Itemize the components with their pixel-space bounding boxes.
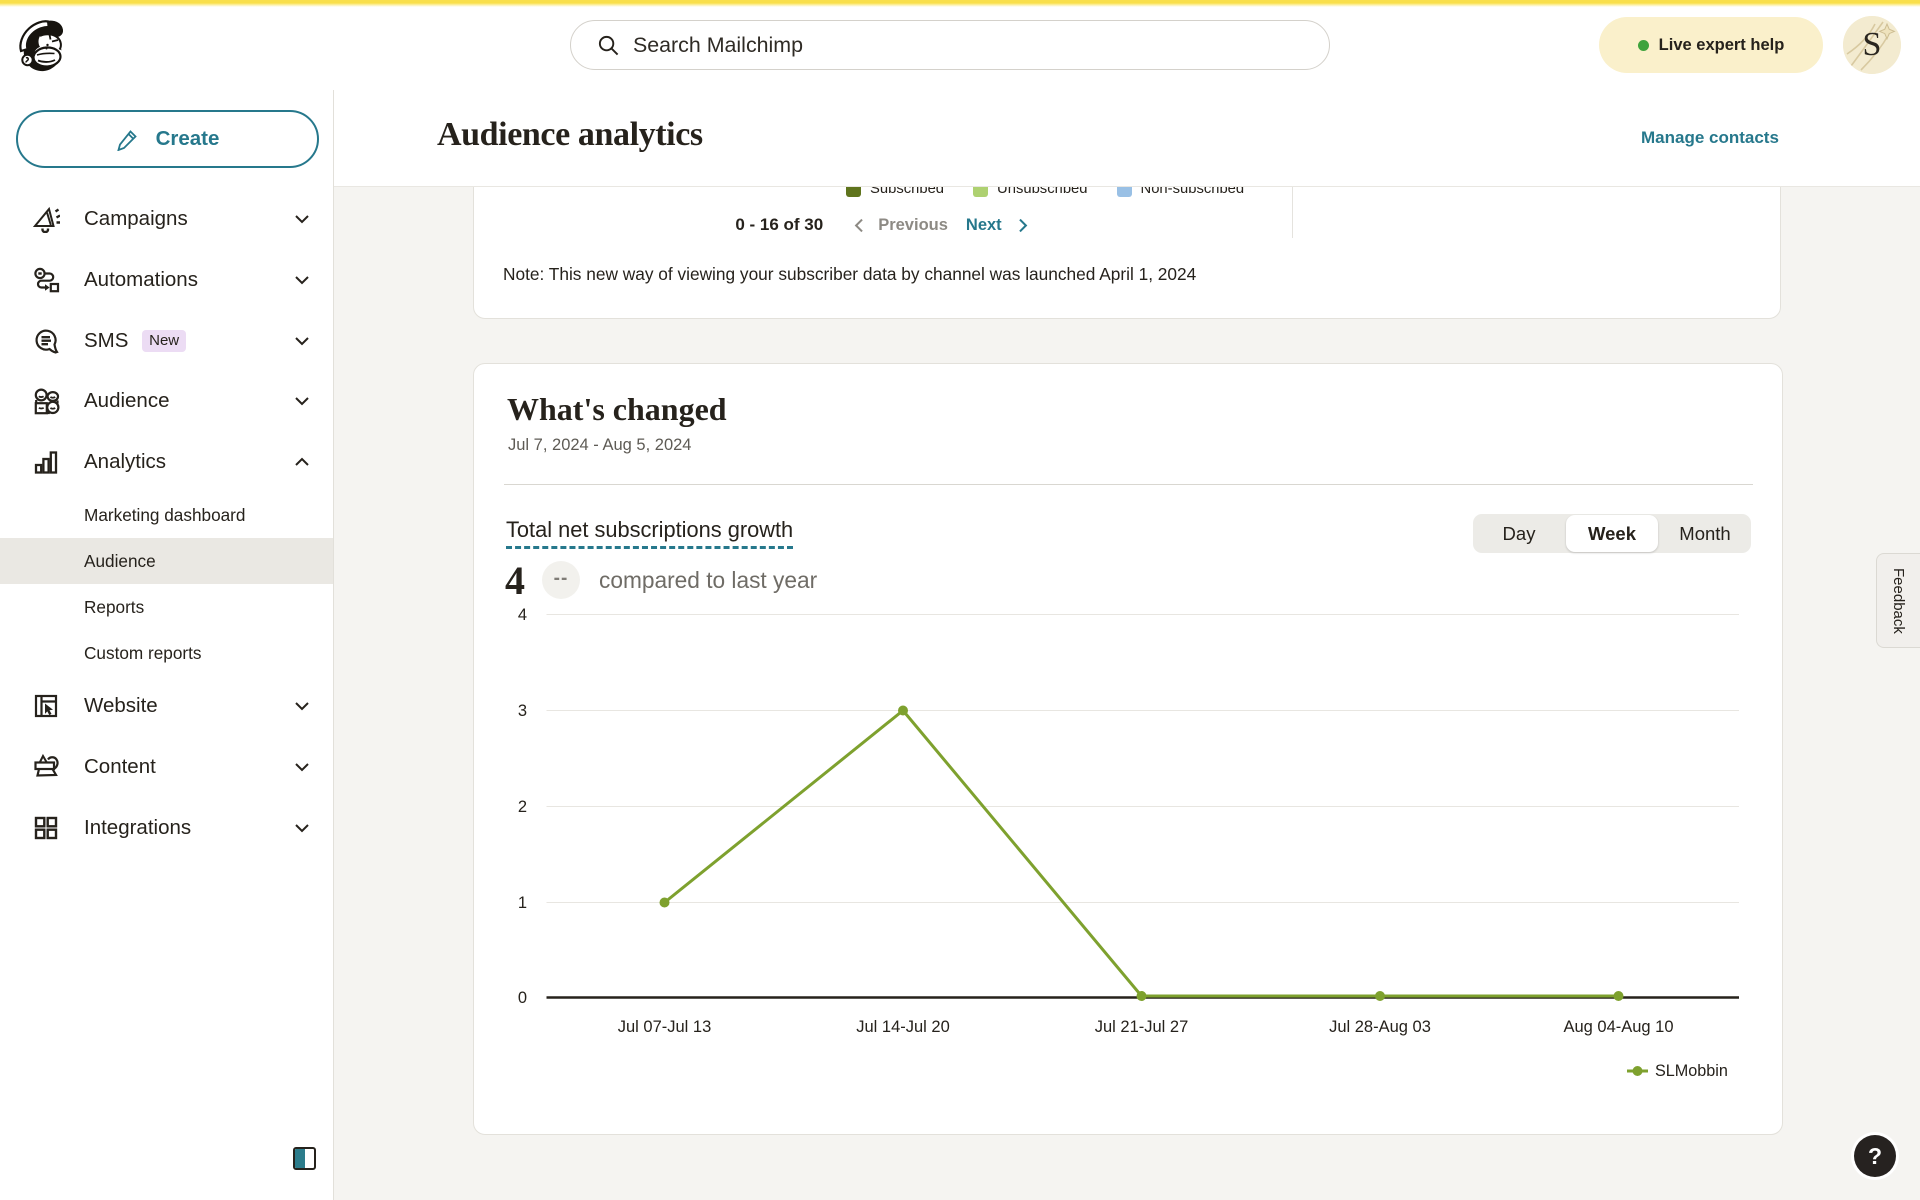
svg-text:SLMobbin: SLMobbin: [1655, 1062, 1728, 1080]
svg-text:3: 3: [518, 702, 527, 720]
svg-text:Jul 14-Jul 20: Jul 14-Jul 20: [856, 1018, 950, 1036]
svg-text:Jul 28-Aug 03: Jul 28-Aug 03: [1329, 1018, 1431, 1036]
svg-text:1: 1: [518, 894, 527, 912]
svg-text:0: 0: [518, 989, 527, 1007]
svg-text:4: 4: [518, 606, 527, 624]
svg-text:Jul 21-Jul 27: Jul 21-Jul 27: [1095, 1018, 1189, 1036]
svg-text:2: 2: [518, 798, 527, 816]
svg-text:Aug 04-Aug 10: Aug 04-Aug 10: [1563, 1018, 1673, 1036]
svg-text:Jul 07-Jul 13: Jul 07-Jul 13: [618, 1018, 712, 1036]
